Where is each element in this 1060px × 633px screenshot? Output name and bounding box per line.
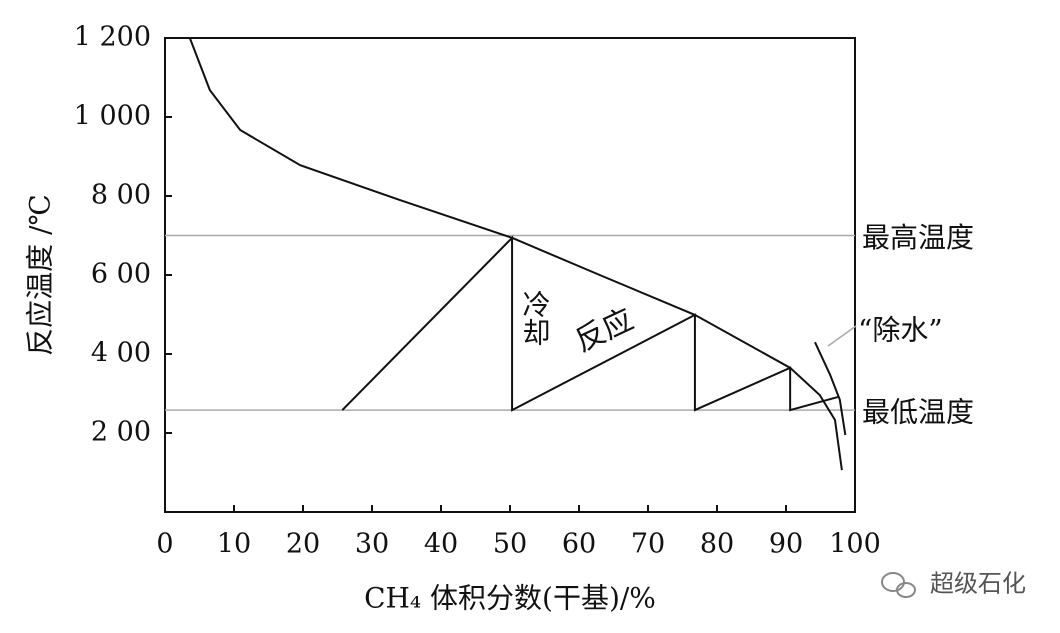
x-tick-label: 100: [829, 529, 881, 560]
x-axis-label: CH₄ 体积分数(干基)/%: [364, 582, 656, 615]
reference-label: 最高温度: [862, 221, 974, 254]
y-tick-label: 1 200: [74, 22, 151, 53]
reference-label: 最低温度: [862, 396, 974, 429]
line-series: [814, 341, 847, 436]
plot-frame: [164, 37, 856, 513]
x-tick-label: 40: [424, 529, 458, 560]
y-tick-label: 6 00: [91, 259, 151, 290]
y-tick-label: 2 00: [91, 417, 151, 448]
x-tick-label: 70: [631, 529, 665, 560]
x-tick-label: 10: [217, 529, 251, 560]
annotation: “除水”: [858, 314, 943, 347]
y-tick-label: 1 000: [74, 101, 151, 132]
watermark-icon: [881, 572, 916, 598]
x-tick-label: 80: [700, 529, 734, 560]
y-axis-label: 反应温度 /℃: [24, 194, 57, 356]
watermark: 超级石化: [930, 570, 1026, 598]
x-tick-label: 50: [493, 529, 527, 560]
y-tick-label: 4 00: [91, 338, 151, 369]
line-series: [188, 37, 843, 471]
x-tick-label: 20: [286, 529, 320, 560]
leader-line: [827, 325, 857, 347]
line-series: [341, 235, 839, 412]
annotation: 冷却: [519, 290, 552, 346]
annotation: 反应: [570, 302, 639, 359]
x-tick-label: 60: [562, 529, 596, 560]
y-tick-label: 8 00: [91, 180, 151, 211]
x-tick-label: 90: [769, 529, 803, 560]
x-tick-label: 30: [355, 529, 389, 560]
x-tick-label: 0: [156, 529, 173, 560]
